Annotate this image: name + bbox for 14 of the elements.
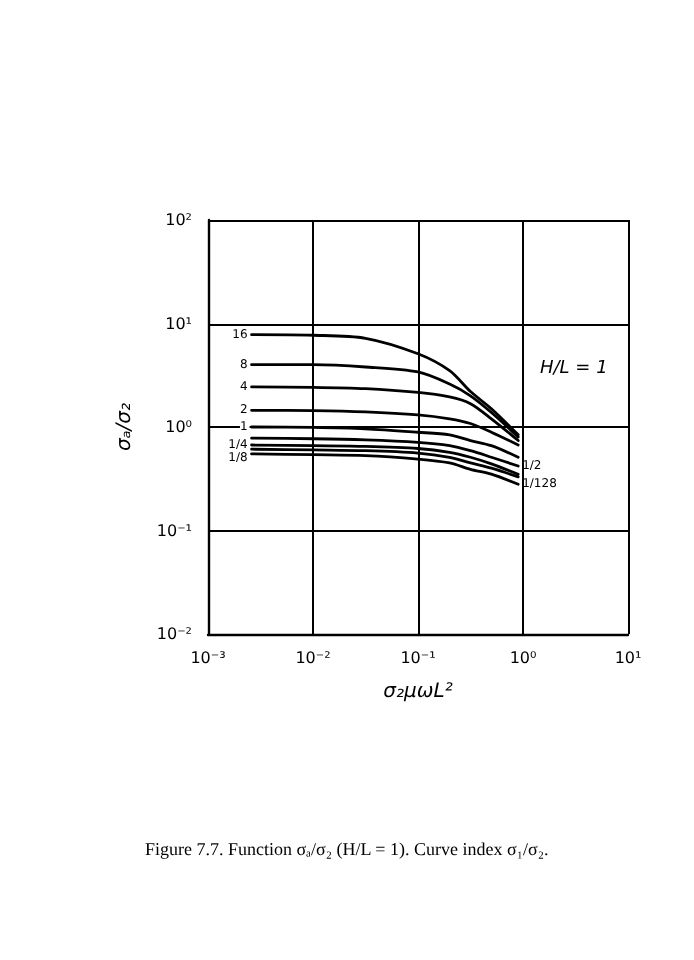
y-tick-label: 10¹ [165, 314, 192, 333]
x-tick-label: 10⁰ [509, 649, 537, 667]
y-tick-label: 10⁰ [165, 418, 192, 436]
annotation: H/L = 1 [540, 359, 608, 379]
x-tick-label: 10⁻¹ [400, 649, 436, 667]
caption: Figure 7.7. Function σₐ/σ₂ (H/L = 1). Curve index σ₁/σ₂. [144, 839, 549, 859]
x-tick-label: 10⁻³ [190, 649, 226, 667]
y-axis-title: σₐ/σ₂ [113, 403, 136, 451]
x-tick-label: 10¹ [614, 649, 642, 667]
x-tick-label: 10⁻² [295, 649, 331, 667]
y-tick-label: 10² [165, 211, 192, 229]
y-tick-label: 10⁻² [156, 625, 192, 643]
x-axis-title: σ₂μωL² [383, 681, 453, 703]
y-tick-label: 10⁻¹ [156, 521, 192, 540]
